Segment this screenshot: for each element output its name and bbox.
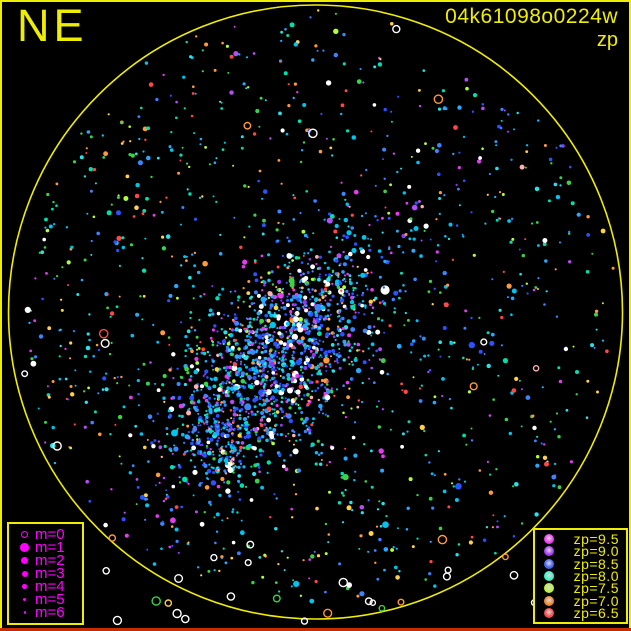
zeropoint-legend-row: zp=8.0	[544, 567, 619, 584]
zeropoint-legend-label: zp=9.5	[573, 531, 619, 548]
magnitude-legend-label: m=0	[35, 526, 65, 543]
magnitude-legend: m=0 m=1 m=2 m=3 m=4 m=5 m=6	[7, 522, 84, 625]
zeropoint-legend-label: zp=8.5	[573, 555, 619, 572]
magnitude-legend-label: m=4	[35, 578, 65, 595]
magnitude-legend-label: m=6	[35, 604, 65, 621]
title-block: 04k61098o0224w zp	[445, 5, 618, 52]
magnitude-legend-row: m=0	[14, 526, 80, 543]
zeropoint-legend-label: zp=8.0	[573, 567, 619, 584]
zeropoint-legend-label: zp=7.5	[573, 580, 619, 597]
magnitude-symbol	[14, 530, 35, 539]
zeropoint-legend-row: zp=7.5	[544, 580, 619, 597]
magnitude-symbol	[14, 543, 35, 552]
chart-title: 04k61098o0224w	[445, 5, 618, 28]
magnitude-legend-row: m=1	[14, 539, 80, 556]
zeropoint-legend-row: zp=9.0	[544, 543, 619, 560]
magnitude-legend-row: m=5	[14, 591, 80, 608]
zeropoint-legend-row: zp=9.5	[544, 531, 619, 548]
star-dots-layer	[24, 9, 615, 604]
zeropoint-legend-label: zp=9.0	[573, 543, 619, 560]
color-coding-label: zp	[596, 29, 618, 52]
magnitude-legend-label: m=5	[35, 591, 65, 608]
zeropoint-legend-row: zp=8.5	[544, 555, 619, 572]
zeropoint-symbol	[544, 607, 554, 618]
magnitude-legend-label: m=1	[35, 539, 65, 556]
zeropoint-symbol	[544, 534, 554, 545]
magnitude-legend-label: m=3	[35, 565, 65, 582]
zeropoint-legend: zp=9.5 zp=9.0 zp=8.5 zp=8.0 zp=7.5 zp=7.0 zp=6…	[533, 528, 628, 624]
zeropoint-legend-label: zp=6.5	[573, 604, 619, 621]
magnitude-legend-row: m=4	[14, 578, 80, 595]
orientation-label: NE	[17, 0, 88, 51]
zeropoint-symbol	[544, 583, 554, 594]
magnitude-legend-label: m=2	[35, 552, 65, 569]
magnitude-symbol	[14, 584, 35, 589]
bottom-edge-line	[0, 628, 631, 631]
magnitude-symbol	[14, 611, 35, 614]
zeropoint-symbol	[544, 558, 554, 569]
magnitude-legend-row: m=6	[14, 604, 80, 621]
magnitude-legend-row: m=3	[14, 565, 80, 582]
bright-star-rings-layer	[21, 24, 540, 626]
zeropoint-legend-label: zp=7.0	[573, 592, 619, 609]
field-boundary-circle	[7, 4, 624, 620]
zeropoint-symbol	[544, 546, 554, 557]
zeropoint-legend-row: zp=6.5	[544, 604, 619, 621]
magnitude-symbol	[14, 597, 35, 602]
magnitude-symbol	[14, 570, 35, 577]
magnitude-symbol	[14, 556, 35, 565]
magnitude-legend-row: m=2	[14, 552, 80, 569]
zeropoint-legend-row: zp=7.0	[544, 592, 619, 609]
zeropoint-symbol	[544, 595, 554, 606]
zeropoint-symbol	[544, 570, 554, 581]
